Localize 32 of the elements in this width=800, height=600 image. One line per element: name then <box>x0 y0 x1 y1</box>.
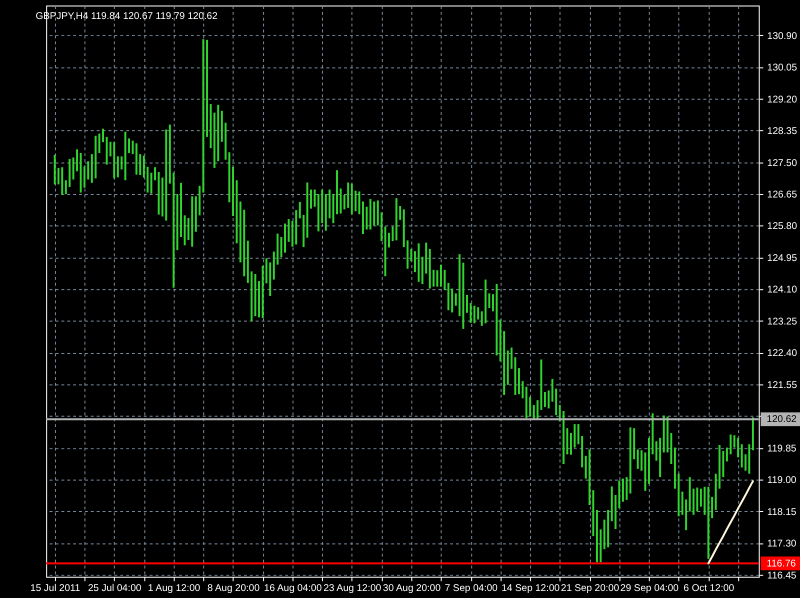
y-tick-label: 130.90 <box>767 30 798 42</box>
y-tick-label: 121.55 <box>767 380 798 391</box>
y-tick-label: 116.45 <box>767 570 797 582</box>
x-tick-label: 23 Aug 12:00 <box>323 583 382 594</box>
x-tick-label: 25 Jul 04:00 <box>88 583 142 594</box>
y-tick-label: 119.00 <box>767 475 797 486</box>
x-tick-label: 21 Sep 20:00 <box>560 583 620 594</box>
y-tick-label: 117.30 <box>767 538 797 550</box>
x-tick-label: 16 Aug 04:00 <box>264 583 322 594</box>
x-tick-label: 30 Aug 20:00 <box>382 583 442 594</box>
x-tick-label: 29 Sep 04:00 <box>620 583 680 594</box>
y-tick-label: 126.65 <box>767 190 798 200</box>
y-tick-label: 124.95 <box>767 252 798 264</box>
y-tick-label: 124.10 <box>767 284 798 296</box>
y-tick-label: 122.40 <box>767 348 798 360</box>
x-tick-label: 1 Aug 12:00 <box>148 583 201 594</box>
x-tick-label: 8 Aug 20:00 <box>207 583 260 594</box>
y-tick-label: 127.50 <box>767 158 798 169</box>
ref-line-label: 116.76 <box>766 558 796 570</box>
x-tick-label: 14 Sep 12:00 <box>501 583 560 594</box>
y-tick-label: 128.35 <box>767 126 798 138</box>
y-tick-label: 125.80 <box>767 221 798 232</box>
line-series <box>707 480 754 564</box>
x-tick-label: 15 Jul 2011 <box>30 583 80 594</box>
y-tick-label: 123.25 <box>767 316 798 328</box>
x-tick-label: 6 Oct 12:00 <box>684 583 735 594</box>
x-tick-label: 7 Sep 04:00 <box>444 583 498 594</box>
y-tick-label: 130.05 <box>767 62 798 74</box>
y-tick-label: 119.85 <box>767 443 797 454</box>
y-tick-label: 118.15 <box>767 506 797 518</box>
ref-line-label: 120.62 <box>766 414 797 426</box>
y-tick-label: 129.20 <box>767 94 798 106</box>
